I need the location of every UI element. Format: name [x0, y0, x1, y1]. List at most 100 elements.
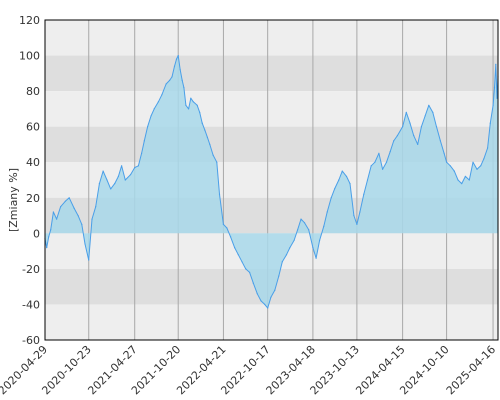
data-point: [188, 108, 190, 110]
data-point: [349, 183, 351, 185]
x-axis-tick-labels: 2020-04-292020-10-232021-04-272021-10-20…: [0, 343, 498, 397]
data-point: [222, 223, 224, 225]
data-point: [175, 58, 178, 60]
data-point: [199, 111, 201, 113]
y-tick-label: 40: [26, 156, 40, 169]
data-point: [312, 247, 314, 249]
data-point: [359, 211, 361, 213]
y-tick-label: 20: [26, 192, 40, 205]
data-point: [196, 104, 198, 106]
data-point: [487, 147, 489, 149]
data-point: [143, 140, 145, 142]
data-point: [278, 275, 280, 277]
data-point: [424, 115, 426, 117]
data-point: [461, 183, 463, 185]
data-point: [480, 165, 482, 167]
data-point: [389, 151, 391, 153]
series-area-fill: [45, 55, 498, 308]
data-point: [363, 193, 365, 195]
data-point: [179, 69, 181, 71]
data-point: [234, 247, 236, 249]
data-point: [493, 87, 496, 89]
data-point: [165, 83, 167, 85]
data-point: [237, 254, 239, 256]
data-point: [169, 79, 171, 81]
data-point: [106, 179, 108, 181]
data-point: [489, 122, 491, 124]
y-tick-label: 0: [33, 227, 40, 240]
data-point: [256, 293, 258, 295]
data-point: [161, 94, 163, 96]
data-point: [241, 261, 243, 263]
data-point: [249, 271, 251, 273]
data-point: [432, 111, 434, 113]
data-point: [326, 211, 328, 213]
data-point: [48, 236, 50, 238]
data-point: [77, 215, 79, 217]
data-point: [453, 170, 455, 172]
data-point: [323, 225, 325, 227]
data-point: [439, 140, 441, 142]
data-point: [157, 101, 159, 103]
data-point: [216, 161, 218, 163]
data-point: [68, 197, 70, 199]
data-point: [385, 161, 388, 163]
data-point: [95, 206, 97, 208]
data-point: [134, 167, 136, 169]
data-point: [226, 227, 228, 229]
data-point: [91, 218, 93, 220]
data-point: [472, 161, 474, 163]
data-point: [129, 174, 132, 176]
y-tick-label: 120: [19, 14, 40, 27]
y-tick-label: 80: [26, 85, 40, 98]
grid-band: [45, 91, 498, 127]
data-point: [206, 136, 208, 138]
data-point: [81, 223, 83, 225]
grid-band: [45, 20, 498, 56]
data-point: [209, 143, 211, 145]
data-point: [177, 55, 179, 57]
y-tick-label: 60: [26, 121, 40, 134]
data-point: [315, 257, 317, 259]
data-point: [353, 215, 355, 217]
data-point: [84, 243, 86, 245]
data-point: [428, 104, 430, 106]
data-point: [483, 158, 485, 160]
y-axis-title: [Zmiany %]: [7, 168, 20, 232]
data-point: [185, 104, 187, 106]
data-point: [88, 259, 90, 261]
data-point: [52, 211, 55, 213]
data-point: [356, 223, 358, 225]
data-point: [330, 197, 332, 199]
data-point: [443, 152, 445, 154]
data-point: [46, 247, 48, 249]
data-point: [218, 193, 221, 195]
data-point: [183, 87, 185, 89]
data-point: [449, 165, 451, 167]
data-point: [230, 236, 232, 238]
data-point: [297, 229, 299, 231]
x-tick-label: 2025-04-16: [444, 343, 498, 397]
data-point: [270, 296, 272, 298]
data-point: [150, 115, 152, 117]
data-point: [435, 126, 438, 128]
data-point: [114, 183, 116, 185]
data-point: [192, 101, 194, 103]
data-point: [374, 161, 376, 163]
data-point: [476, 168, 478, 170]
data-point: [492, 104, 494, 106]
data-point: [345, 175, 348, 177]
data-point: [274, 289, 276, 291]
data-point: [147, 126, 149, 128]
series-layer: [44, 55, 499, 309]
data-point: [396, 135, 398, 137]
data-point: [293, 239, 295, 241]
data-point: [370, 165, 372, 167]
data-point: [420, 126, 422, 128]
data-point: [190, 97, 192, 99]
data-point: [252, 282, 254, 284]
data-point: [264, 303, 266, 305]
data-point: [64, 200, 66, 202]
y-tick-label: 100: [19, 50, 40, 63]
